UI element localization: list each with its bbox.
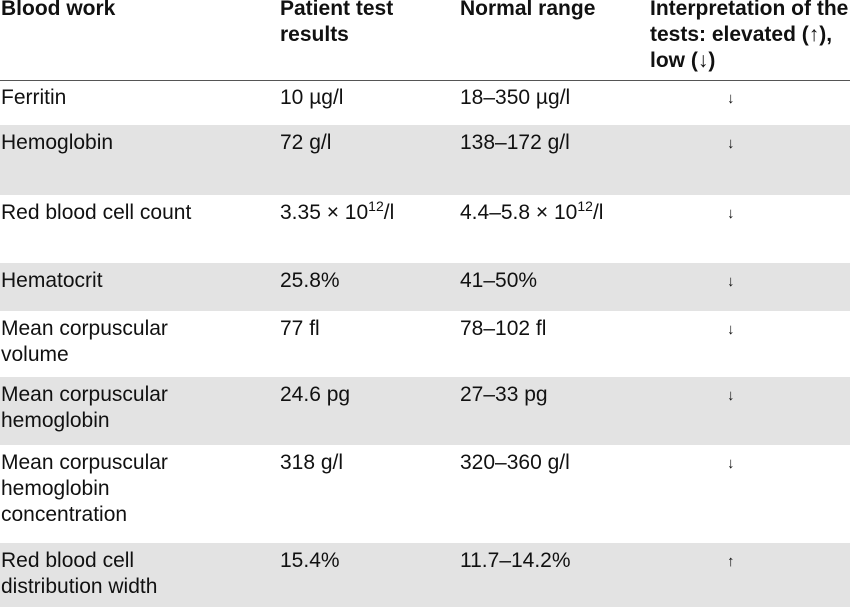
test-result: 10 µg/l bbox=[280, 86, 344, 109]
header-normal-range: Normal range bbox=[460, 0, 596, 20]
test-name: Ferritin bbox=[1, 86, 67, 109]
table-row: Mean corpuscular volume 77 fl 78–102 fl … bbox=[0, 311, 850, 377]
normal-range: 320–360 g/l bbox=[460, 451, 570, 474]
arrow-up-icon: ↑ bbox=[727, 553, 735, 570]
result-exponent: 12 bbox=[368, 198, 384, 214]
test-name: Hematocrit bbox=[1, 269, 103, 292]
range-exponent: 12 bbox=[577, 198, 593, 214]
table-row: Ferritin 10 µg/l 18–350 µg/l ↓ bbox=[0, 80, 850, 125]
normal-range: 18–350 µg/l bbox=[460, 86, 571, 109]
table-row: Hematocrit 25.8% 41–50% ↓ bbox=[0, 263, 850, 311]
table-row: Mean corpuscular hemoglobin concentratio… bbox=[0, 445, 850, 543]
arrow-down-icon: ↓ bbox=[727, 90, 735, 107]
arrow-down-icon: ↓ bbox=[727, 205, 735, 222]
normal-range: 41–50% bbox=[460, 269, 538, 292]
header-interpretation: Interpretation of the tests: elevated (↑… bbox=[650, 0, 849, 72]
range-mantissa: 4.4–5.8 × 10 bbox=[460, 201, 578, 224]
test-name: Mean corpuscular hemoglobin concentratio… bbox=[1, 451, 168, 526]
range-unit: /l bbox=[592, 201, 604, 224]
arrow-down-icon: ↓ bbox=[727, 273, 735, 290]
test-name: Mean corpuscular volume bbox=[1, 317, 168, 366]
test-name: Mean corpuscular hemoglobin bbox=[1, 383, 168, 432]
test-result: 3.35 × 1012/l bbox=[280, 198, 450, 226]
header-patient-results: Patient test results bbox=[280, 0, 394, 46]
normal-range: 4.4–5.8 × 1012/l bbox=[460, 198, 645, 226]
arrow-down-icon: ↓ bbox=[727, 455, 735, 472]
table-row: Hemoglobin 72 g/l 138–172 g/l ↓ bbox=[0, 125, 850, 195]
table-row: Red blood cell count 3.35 × 1012/l 4.4–5… bbox=[0, 195, 850, 263]
test-result: 77 fl bbox=[280, 317, 320, 340]
test-result: 24.6 pg bbox=[280, 383, 351, 406]
test-result: 72 g/l bbox=[280, 131, 332, 154]
normal-range: 27–33 pg bbox=[460, 383, 548, 406]
test-name: Hemoglobin bbox=[1, 131, 114, 154]
normal-range: 11.7–14.2% bbox=[460, 549, 571, 572]
normal-range: 138–172 g/l bbox=[460, 131, 570, 154]
result-unit: /l bbox=[383, 201, 395, 224]
test-result: 318 g/l bbox=[280, 451, 344, 474]
result-mantissa: 3.35 × 10 bbox=[280, 201, 369, 224]
table-header: Blood work Patient test results Normal r… bbox=[0, 0, 850, 81]
header-blood-work: Blood work bbox=[1, 0, 116, 20]
test-name: Red blood cell count bbox=[1, 201, 192, 224]
arrow-down-icon: ↓ bbox=[727, 321, 735, 338]
normal-range: 78–102 fl bbox=[460, 317, 547, 340]
table-row: Mean corpuscular hemoglobin 24.6 pg 27–3… bbox=[0, 377, 850, 445]
table-row: Red blood cell distribution width 15.4% … bbox=[0, 543, 850, 607]
test-result: 25.8% bbox=[280, 269, 340, 292]
arrow-down-icon: ↓ bbox=[727, 135, 735, 152]
test-name: Red blood cell distribution width bbox=[1, 549, 158, 598]
arrow-down-icon: ↓ bbox=[727, 387, 735, 404]
test-result: 15.4% bbox=[280, 549, 340, 572]
